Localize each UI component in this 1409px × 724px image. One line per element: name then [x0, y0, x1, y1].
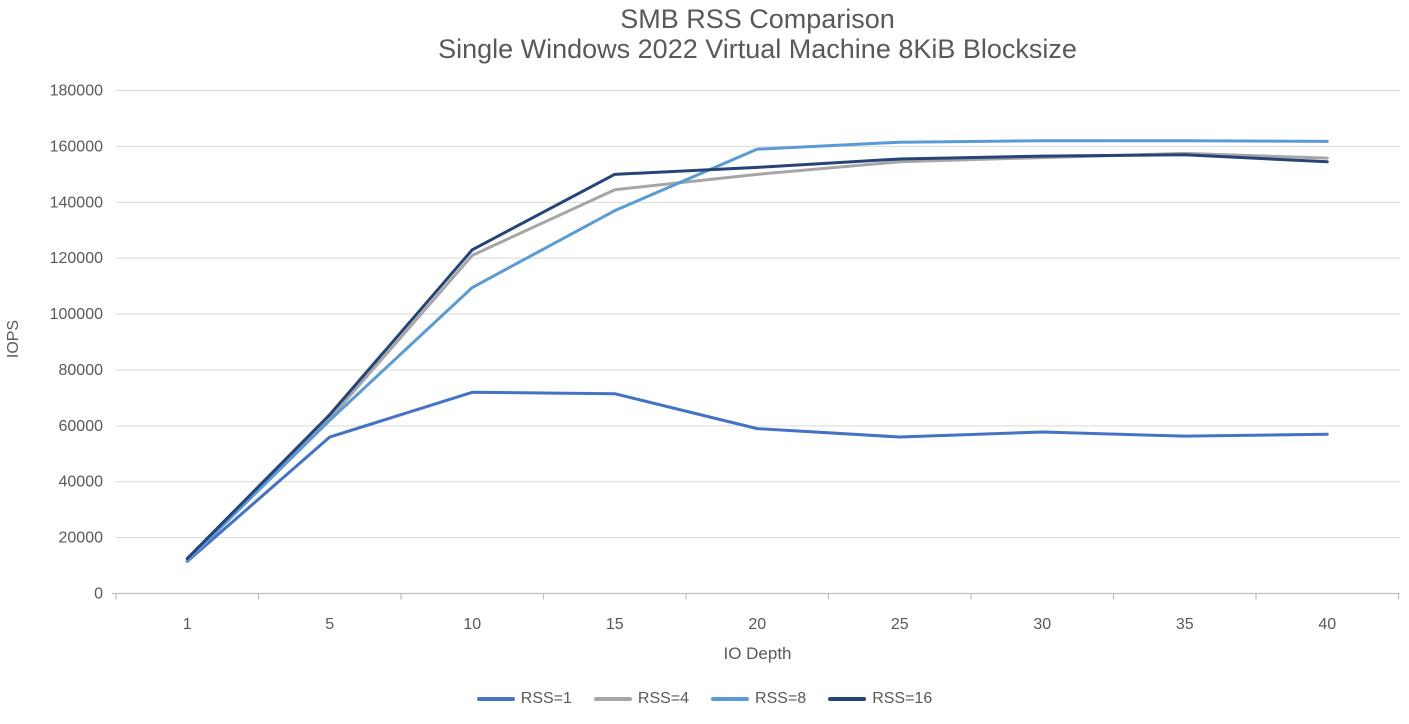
y-tick-label: 20000: [59, 530, 104, 547]
legend-item-rss-8: RSS=8: [711, 690, 806, 708]
y-tick-label: 180000: [50, 83, 103, 100]
legend-label-rss-1: RSS=1: [520, 690, 572, 707]
legend-swatch-rss-8: [711, 697, 750, 701]
x-tick-label: 40: [1318, 616, 1336, 633]
legend-swatch-rss-4: [593, 697, 632, 701]
x-tick-label: 35: [1176, 616, 1194, 633]
y-axis-title: IOPS: [5, 319, 22, 359]
series-line-rss-4: [185, 151, 1329, 562]
x-tick-label: 10: [463, 616, 481, 633]
y-tick-label: 160000: [50, 138, 103, 155]
x-tick-label: 25: [891, 616, 909, 633]
x-tick-label: 1: [183, 616, 192, 633]
y-tick-label: 140000: [50, 194, 103, 211]
chart-title: SMB RSS Comparison: [620, 4, 895, 34]
x-tick-label: 5: [325, 616, 334, 633]
legend-label-rss-16: RSS=16: [872, 690, 933, 707]
y-tick-label: 60000: [59, 418, 104, 435]
legend-swatch-rss-16: [828, 697, 867, 701]
legend-label-rss-8: RSS=8: [755, 690, 807, 707]
series-line-rss-8: [185, 139, 1329, 563]
y-tick-label: 100000: [50, 306, 103, 323]
series-line-rss-16: [185, 153, 1329, 561]
series-line-rss-1: [185, 390, 1329, 563]
y-tick-label: 80000: [59, 362, 104, 379]
y-tick-label: 0: [94, 586, 103, 603]
x-axis-title: IO Depth: [723, 644, 792, 663]
y-tick-label: 40000: [59, 474, 104, 491]
legend-label-rss-4: RSS=4: [637, 690, 690, 707]
legend-item-rss-1: RSS=1: [476, 690, 572, 708]
x-tick-label: 15: [606, 616, 624, 633]
legend: RSS=1 RSS=4 RSS=8 RSS=16: [0, 690, 1409, 708]
chart-title-block: SMB RSS Comparison Single Windows 2022 V…: [116, 4, 1399, 64]
y-tick-label: 120000: [50, 250, 103, 267]
x-tick-label: 20: [748, 616, 766, 633]
legend-item-rss-16: RSS=16: [828, 690, 932, 708]
chart-subtitle: Single Windows 2022 Virtual Machine 8KiB…: [438, 34, 1077, 64]
x-tick-label: 30: [1033, 616, 1051, 633]
legend-swatch-rss-1: [476, 697, 515, 701]
legend-item-rss-4: RSS=4: [593, 690, 690, 708]
